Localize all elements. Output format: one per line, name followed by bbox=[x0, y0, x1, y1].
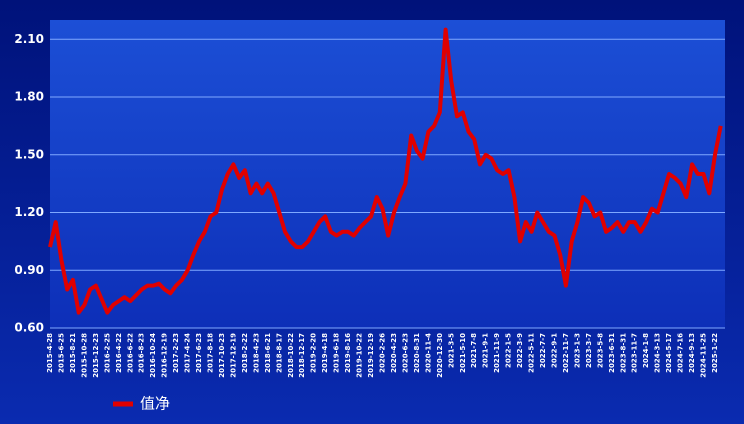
x-tick-label: 2022-5-11 bbox=[528, 333, 536, 373]
x-tick-label: 2016-10-24 bbox=[149, 333, 157, 378]
plot-area bbox=[50, 20, 725, 328]
x-tick-label: 2024-7-16 bbox=[677, 333, 685, 373]
x-tick-label: 2017-10-23 bbox=[218, 333, 226, 378]
x-tick-label: 2023-5-8 bbox=[596, 333, 604, 368]
x-tick-label: 2019-6-18 bbox=[333, 333, 341, 373]
x-tick-label: 2019-8-16 bbox=[344, 333, 352, 373]
x-tick-label: 2022-11-7 bbox=[562, 333, 570, 373]
x-tick-label: 2015-4-28 bbox=[46, 333, 54, 373]
x-tick-label: 2017-4-24 bbox=[184, 333, 192, 373]
x-tick-label: 2024-3-13 bbox=[654, 333, 662, 373]
x-tick-label: 2025-1-22 bbox=[711, 333, 719, 373]
x-tick-label: 2018-6-21 bbox=[264, 333, 272, 373]
x-tick-label: 2020-8-31 bbox=[413, 333, 421, 373]
y-tick-label: 1.50 bbox=[14, 147, 44, 161]
x-tick-label: 2023-3-7 bbox=[585, 333, 593, 368]
x-tick-label: 2020-4-23 bbox=[390, 333, 398, 373]
x-tick-label: 2016-2-25 bbox=[103, 333, 111, 373]
x-tick-label: 2023-6-31 bbox=[608, 333, 616, 373]
x-tick-label: 2015-12-23 bbox=[92, 333, 100, 378]
x-tick-label: 2018-8-17 bbox=[275, 333, 283, 373]
x-tick-label: 2015-10-28 bbox=[80, 333, 88, 378]
x-tick-label: 2022-7-7 bbox=[539, 333, 547, 368]
x-tick-label: 2021-5-10 bbox=[459, 333, 467, 373]
x-tick-label: 2016-12-19 bbox=[161, 333, 169, 378]
x-tick-label: 2023-1-3 bbox=[573, 333, 581, 368]
x-tick-label: 2021-7-8 bbox=[470, 333, 478, 368]
x-tick-label: 2020-2-26 bbox=[379, 333, 387, 373]
y-tick-label: 2.10 bbox=[14, 32, 44, 46]
x-tick-label: 2015-6-25 bbox=[57, 333, 65, 373]
x-tick-label: 2017-12-19 bbox=[229, 333, 237, 378]
x-tick-label: 2019-10-22 bbox=[356, 333, 364, 378]
x-tick-label: 2017-8-18 bbox=[207, 333, 215, 373]
x-tick-label: 2022-9-1 bbox=[550, 333, 558, 368]
x-tick-label: 2018-12-17 bbox=[298, 333, 306, 378]
x-tick-label: 2016-4-22 bbox=[115, 333, 123, 373]
x-tick-label: 2018-2-22 bbox=[241, 333, 249, 373]
x-tick-label: 2019-4-18 bbox=[321, 333, 329, 373]
x-tick-label: 2021-9-1 bbox=[482, 333, 490, 368]
x-tick-label: 2022-3-9 bbox=[516, 333, 524, 368]
x-tick-label: 2021-11-9 bbox=[493, 333, 501, 373]
x-tick-label: 2023-11-7 bbox=[631, 333, 639, 373]
y-tick-label: 1.20 bbox=[14, 205, 44, 219]
y-tick-label: 0.90 bbox=[14, 263, 44, 277]
y-tick-label: 1.80 bbox=[14, 90, 44, 104]
line bbox=[48, 27, 723, 315]
x-tick-label: 2020-12-30 bbox=[436, 333, 444, 378]
x-tick-label: 2017-2-23 bbox=[172, 333, 180, 373]
x-tick-label: 2015-8-21 bbox=[69, 333, 77, 373]
x-tick-label: 2023-8-31 bbox=[619, 333, 627, 373]
x-tick-label: 2022-1-5 bbox=[505, 333, 513, 368]
x-tick-label: 2020-11-4 bbox=[424, 333, 432, 373]
x-tick-label: 2018-10-22 bbox=[287, 333, 295, 378]
x-tick-label: 2016-8-23 bbox=[138, 333, 146, 373]
x-tick-label: 2019-12-19 bbox=[367, 333, 375, 378]
x-tick-label: 2024-1-8 bbox=[642, 333, 650, 368]
x-tick-label: 2024-11-25 bbox=[700, 333, 708, 378]
x-tick-label: 2016-6-22 bbox=[126, 333, 134, 373]
x-tick-label: 2021-3-5 bbox=[447, 333, 455, 368]
x-tick-label: 2020-6-23 bbox=[401, 333, 409, 373]
x-tick-label: 2019-2-20 bbox=[310, 333, 318, 373]
x-tick-label: 2018-4-23 bbox=[252, 333, 260, 373]
x-tick-label: 2024-5-17 bbox=[665, 333, 673, 373]
y-tick-label: 0.60 bbox=[14, 321, 44, 335]
legend-label: 值净 bbox=[140, 395, 170, 413]
x-tick-label: 2017-6-23 bbox=[195, 333, 203, 373]
x-tick-label: 2024-9-13 bbox=[688, 333, 696, 373]
